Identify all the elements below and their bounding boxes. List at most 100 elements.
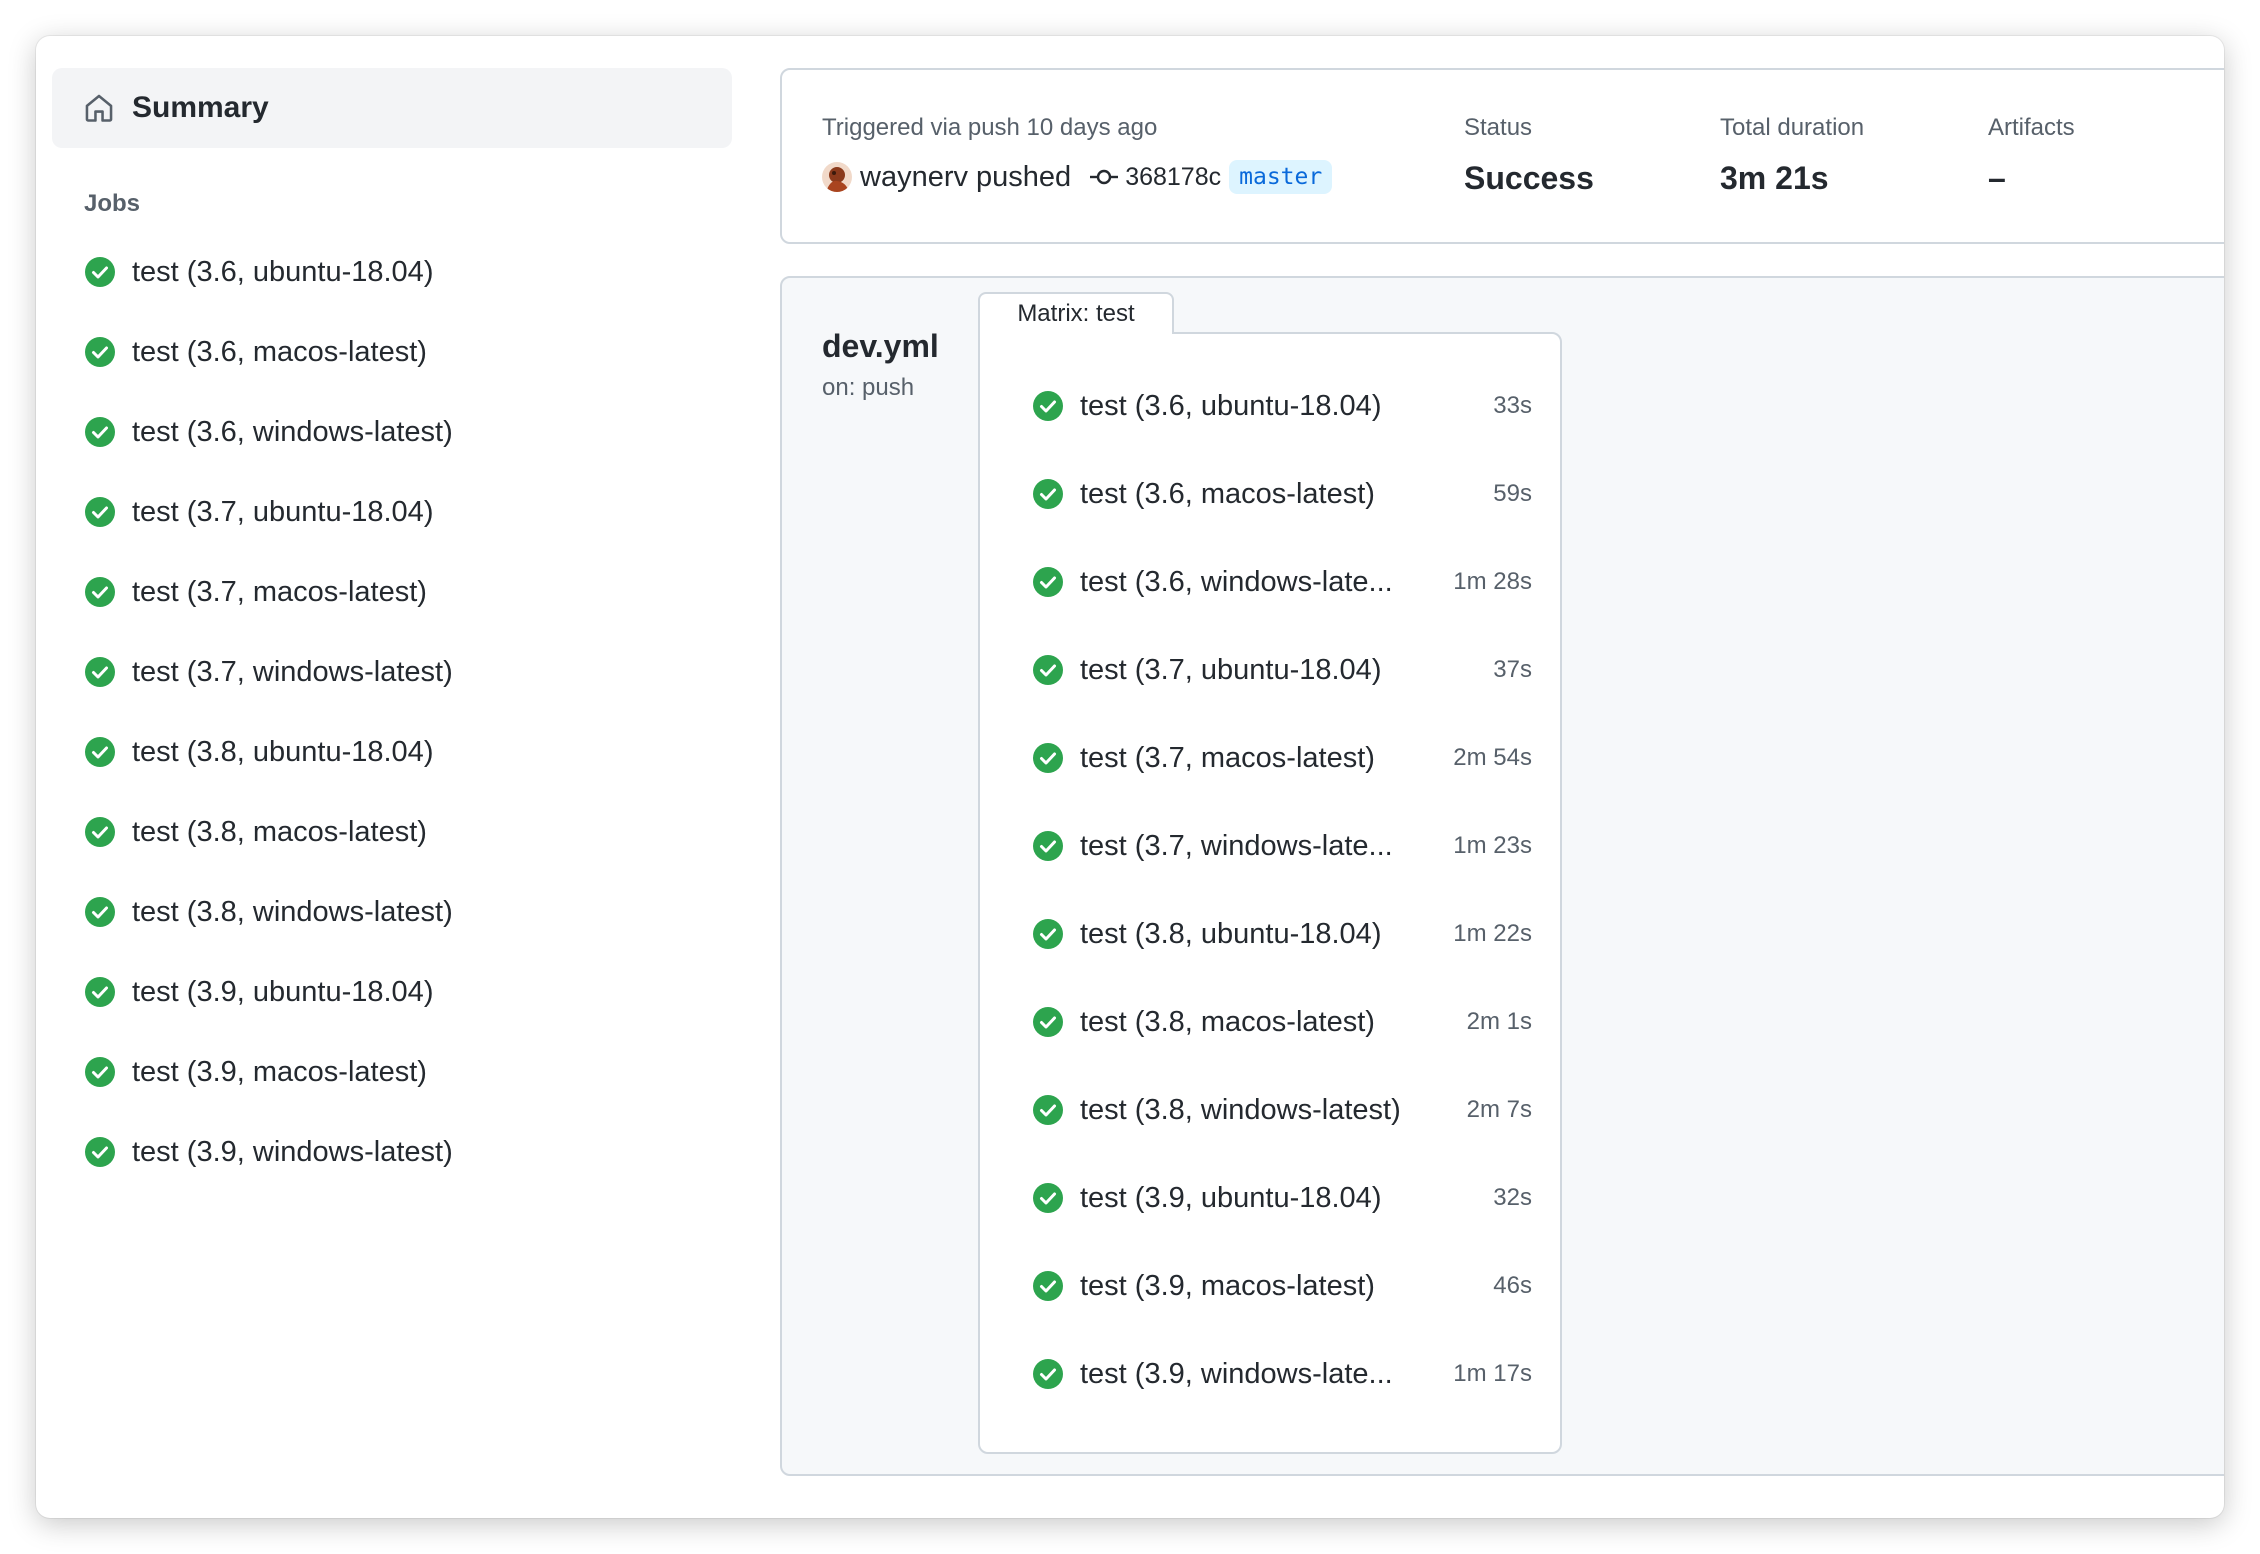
job-name: test (3.7, ubuntu-18.04) (132, 495, 434, 528)
matrix-job-item[interactable]: test (3.8, windows-latest) 2m 7s (1032, 1066, 1532, 1154)
status-value: Success (1464, 160, 1594, 196)
check-circle-icon (84, 1056, 116, 1088)
job-duration: 1m 17s (1453, 1360, 1532, 1387)
check-circle-icon (1032, 478, 1064, 510)
sidebar-job-item[interactable]: test (3.7, ubuntu-18.04) (52, 472, 732, 552)
sidebar-job-item[interactable]: test (3.8, ubuntu-18.04) (52, 712, 732, 792)
job-name: test (3.7, macos-latest) (1080, 741, 1375, 774)
matrix-box: test (3.6, ubuntu-18.04) 33s test (3.6, ma… (978, 332, 1562, 1454)
check-circle-icon (1032, 1270, 1064, 1302)
job-duration: 2m 7s (1466, 1096, 1532, 1123)
matrix-job-item[interactable]: test (3.7, windows-late... 1m 23s (1032, 802, 1532, 890)
matrix-job-item[interactable]: test (3.9, windows-late... 1m 17s (1032, 1330, 1532, 1418)
workflow-file-name: dev.yml (822, 328, 939, 364)
jobs-heading: Jobs (84, 190, 141, 217)
matrix-job-item[interactable]: test (3.6, windows-late... 1m 28s (1032, 538, 1532, 626)
job-name: test (3.8, macos-latest) (132, 815, 427, 848)
matrix-job-item[interactable]: test (3.7, macos-latest) 2m 54s (1032, 714, 1532, 802)
check-circle-icon (1032, 742, 1064, 774)
status-stat: Status Success (1464, 114, 1594, 197)
job-duration: 1m 28s (1453, 568, 1532, 595)
avatar[interactable] (822, 162, 852, 192)
actor-name[interactable]: waynerv pushed (860, 160, 1072, 193)
check-circle-icon (84, 896, 116, 928)
app-window: Summary Jobs test (3.6, ubuntu-18.04) tes… (36, 36, 2224, 1518)
matrix-job-item[interactable]: test (3.6, ubuntu-18.04) 33s (1032, 362, 1532, 450)
job-name: test (3.9, ubuntu-18.04) (1080, 1181, 1382, 1214)
home-icon (82, 91, 116, 125)
check-circle-icon (1032, 654, 1064, 686)
job-name: test (3.6, ubuntu-18.04) (1080, 389, 1382, 422)
sidebar-job-item[interactable]: test (3.8, macos-latest) (52, 792, 732, 872)
trigger-text: Triggered via push 10 days ago (822, 114, 1158, 141)
job-name: test (3.6, macos-latest) (132, 335, 427, 368)
job-name: test (3.6, windows-late... (1080, 565, 1393, 598)
duration-stat: Total duration 3m 21s (1720, 114, 1864, 197)
matrix-job-item[interactable]: test (3.9, ubuntu-18.04) 32s (1032, 1154, 1532, 1242)
job-name: test (3.8, windows-latest) (1080, 1093, 1401, 1126)
check-circle-icon (1032, 1094, 1064, 1126)
job-name: test (3.6, macos-latest) (1080, 477, 1375, 510)
check-circle-icon (84, 576, 116, 608)
check-circle-icon (1032, 390, 1064, 422)
sidebar-job-item[interactable]: test (3.6, macos-latest) (52, 312, 732, 392)
sidebar-job-item[interactable]: test (3.9, ubuntu-18.04) (52, 952, 732, 1032)
branch-badge[interactable]: master (1229, 160, 1333, 194)
sidebar-item-summary[interactable]: Summary (52, 68, 732, 148)
artifacts-label: Artifacts (1988, 114, 2075, 141)
check-circle-icon (84, 816, 116, 848)
duration-value: 3m 21s (1720, 160, 1829, 196)
matrix-job-item[interactable]: test (3.8, macos-latest) 2m 1s (1032, 978, 1532, 1066)
job-name: test (3.9, macos-latest) (132, 1055, 427, 1088)
check-circle-icon (1032, 1182, 1064, 1214)
job-name: test (3.9, windows-latest) (132, 1135, 453, 1168)
job-duration: 33s (1493, 392, 1532, 419)
job-list: test (3.6, ubuntu-18.04) test (3.6, macos… (52, 232, 732, 1192)
workflow-graph: dev.yml on: push Matrix: test test (3.6,… (780, 276, 2224, 1476)
job-name: test (3.7, windows-late... (1080, 829, 1393, 862)
check-circle-icon (84, 736, 116, 768)
artifacts-value: – (1988, 160, 2006, 196)
job-name: test (3.6, ubuntu-18.04) (132, 255, 434, 288)
matrix-job-item[interactable]: test (3.6, macos-latest) 59s (1032, 450, 1532, 538)
status-label: Status (1464, 114, 1533, 141)
matrix-tab[interactable]: Matrix: test (978, 292, 1174, 334)
sidebar-job-item[interactable]: test (3.7, windows-latest) (52, 632, 732, 712)
check-circle-icon (84, 976, 116, 1008)
job-name: test (3.7, ubuntu-18.04) (1080, 653, 1382, 686)
sidebar-job-item[interactable]: test (3.6, windows-latest) (52, 392, 732, 472)
job-name: test (3.8, macos-latest) (1080, 1005, 1375, 1038)
job-duration: 37s (1493, 656, 1532, 683)
check-circle-icon (84, 496, 116, 528)
matrix-job-item[interactable]: test (3.7, ubuntu-18.04) 37s (1032, 626, 1532, 714)
job-name: test (3.9, macos-latest) (1080, 1269, 1375, 1302)
check-circle-icon (1032, 566, 1064, 598)
job-duration: 59s (1493, 480, 1532, 507)
job-name: test (3.8, ubuntu-18.04) (132, 735, 434, 768)
job-duration: 32s (1493, 1184, 1532, 1211)
duration-label: Total duration (1720, 114, 1865, 141)
sidebar-job-item[interactable]: test (3.6, ubuntu-18.04) (52, 232, 732, 312)
commit-sha-link[interactable]: 368178c (1125, 162, 1222, 191)
job-name: test (3.9, windows-late... (1080, 1357, 1393, 1390)
artifacts-stat: Artifacts – (1988, 114, 2075, 197)
matrix-job-item[interactable]: test (3.8, ubuntu-18.04) 1m 22s (1032, 890, 1532, 978)
sidebar-job-item[interactable]: test (3.8, windows-latest) (52, 872, 732, 952)
job-name: test (3.7, macos-latest) (132, 575, 427, 608)
sidebar-job-item[interactable]: test (3.9, windows-latest) (52, 1112, 732, 1192)
sidebar-job-item[interactable]: test (3.7, macos-latest) (52, 552, 732, 632)
job-name: test (3.8, ubuntu-18.04) (1080, 917, 1382, 950)
check-circle-icon (1032, 1006, 1064, 1038)
job-duration: 2m 54s (1453, 744, 1532, 771)
sidebar-job-item[interactable]: test (3.9, macos-latest) (52, 1032, 732, 1112)
job-duration: 1m 22s (1453, 920, 1532, 947)
check-circle-icon (84, 416, 116, 448)
job-name: test (3.7, windows-latest) (132, 655, 453, 688)
matrix-job-item[interactable]: test (3.9, macos-latest) 46s (1032, 1242, 1532, 1330)
job-duration: 2m 1s (1466, 1008, 1532, 1035)
check-circle-icon (1032, 830, 1064, 862)
job-name: test (3.9, ubuntu-18.04) (132, 975, 434, 1008)
check-circle-icon (84, 656, 116, 688)
check-circle-icon (84, 1136, 116, 1168)
check-circle-icon (1032, 918, 1064, 950)
